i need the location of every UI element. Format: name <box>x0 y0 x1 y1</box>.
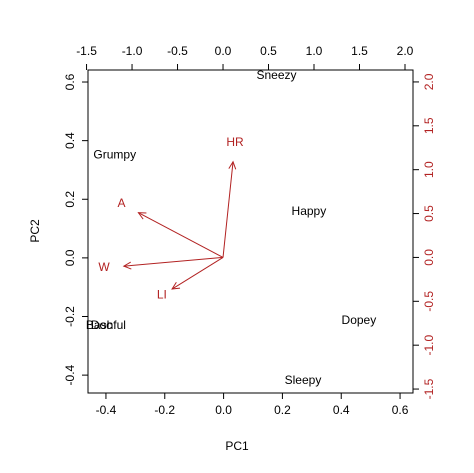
loading-arrow <box>138 212 224 258</box>
loading-arrow <box>123 256 224 267</box>
x2-tick-label: 0.0 <box>215 44 232 58</box>
x-tick-label: 0.6 <box>392 403 409 417</box>
y2-tick-label: 2.0 <box>422 73 436 90</box>
y-axis-label: PC2 <box>28 219 42 243</box>
arrow-head <box>228 160 237 170</box>
point-label: Doc <box>91 318 112 332</box>
point-label: Sleepy <box>285 373 322 387</box>
loading-arrow <box>171 257 224 290</box>
x2-tick-label: 1.5 <box>351 44 368 58</box>
x2-tick-label: 2.0 <box>397 44 414 58</box>
y-tick-label: 0.2 <box>63 191 77 208</box>
arrow-head <box>122 261 132 270</box>
point-label: Sneezy <box>257 68 297 82</box>
y2-tick-label: 1.5 <box>422 117 436 134</box>
x2-tick-label: -0.5 <box>167 44 188 58</box>
y2-tick-label: -0.5 <box>422 291 436 312</box>
arrow-head <box>137 212 147 220</box>
arrow-label: HR <box>226 135 244 149</box>
loading-arrow <box>222 161 234 258</box>
y2-tick-label: -1.5 <box>422 378 436 399</box>
arrow-label: LI <box>157 288 167 302</box>
y-tick-label: -0.4 <box>63 364 77 385</box>
point-label: Dopey <box>342 313 377 327</box>
plot-frame <box>87 69 414 394</box>
point-label: Bashful <box>86 318 126 332</box>
x-tick-label: -0.4 <box>96 403 117 417</box>
y-tick-label: 0.0 <box>63 249 77 266</box>
x2-tick-label: 1.0 <box>306 44 323 58</box>
arrow-label: A <box>117 196 125 210</box>
arrow-label: W <box>98 260 110 274</box>
x-tick-label: 0.0 <box>215 403 232 417</box>
y2-tick-label: 0.0 <box>422 249 436 266</box>
x2-tick-label: -1.0 <box>122 44 143 58</box>
arrow-head <box>171 281 181 290</box>
y2-tick-label: 1.0 <box>422 161 436 178</box>
point-label: Grumpy <box>93 147 136 161</box>
x-tick-label: 0.2 <box>274 403 291 417</box>
y-tick-label: -0.2 <box>63 306 77 327</box>
y-tick-label: 0.4 <box>63 132 77 149</box>
x2-tick-label: 0.5 <box>260 44 277 58</box>
x-tick-label: 0.4 <box>333 403 350 417</box>
x-tick-label: -0.2 <box>154 403 175 417</box>
y-tick-label: 0.6 <box>63 73 77 90</box>
point-label: Happy <box>292 204 327 218</box>
x-axis-label: PC1 <box>225 439 249 453</box>
y2-tick-label: 0.5 <box>422 205 436 222</box>
x2-tick-label: -1.5 <box>76 44 97 58</box>
y2-tick-label: -1.0 <box>422 335 436 356</box>
